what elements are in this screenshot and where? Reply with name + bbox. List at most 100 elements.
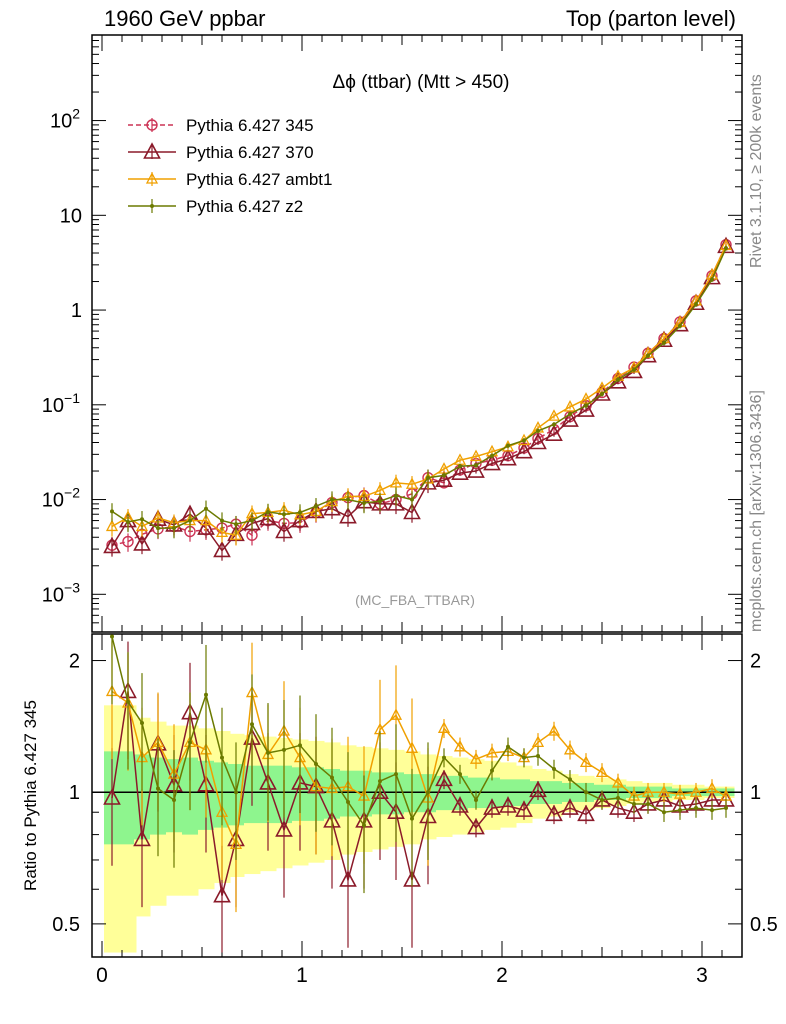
ratio-frame [91,633,743,958]
data-point [662,340,666,345]
data-point [188,518,192,523]
data-point [517,433,531,446]
data-point [298,510,302,515]
ratio-point [314,762,318,767]
ratio-point [646,801,650,806]
ratio-point [172,797,176,802]
data-point [126,519,130,524]
ratio-point [234,790,238,795]
data-point [545,424,563,441]
data-point [632,367,636,372]
ratio-point [474,797,478,802]
ratio-point [483,798,501,815]
data-point [501,439,515,452]
y-tick-label: 10−2 [42,485,80,512]
ratio-point [536,754,540,759]
ratio-point [657,785,671,797]
data-point [506,443,510,448]
ratio-point [451,796,469,813]
data-point [362,500,366,505]
data-point [483,453,501,471]
ratio-stat-band [120,751,137,845]
ratio-y-axis-label: Ratio to Pythia 6.427 345 [21,700,40,891]
ratio-point [552,766,556,771]
data-point [536,428,540,433]
ratio-point [213,885,231,903]
series-line-2 [111,245,727,537]
ratio-point [531,735,545,748]
rivet-version-label: Rivet 3.1.10, ≥ 200k events [748,74,765,268]
data-point [458,464,462,469]
data-point [259,508,277,526]
ratio-point [563,742,577,755]
ratio-point [577,804,595,822]
data-point [156,526,160,531]
data-point [552,422,556,427]
y-tick-label: 1 [71,300,82,322]
data-point [105,519,119,532]
data-point [547,409,561,421]
ratio-point [568,777,572,782]
data-point [616,377,620,382]
ratio-point [405,741,419,753]
ratio-point [724,806,728,811]
ratio-point [673,787,687,799]
ratio-line-2 [111,636,727,827]
ratio-point [529,780,547,798]
ratio-line-0 [111,691,726,896]
analysis-id-label: (MC_FBA_TTBAR) [355,592,475,608]
data-point [717,236,735,254]
data-point [678,323,682,328]
ratio-point [694,806,698,811]
data-point [378,499,382,504]
ratio-y-tick-label: 2 [69,651,80,673]
data-point [323,499,341,516]
ratio-point [156,786,160,791]
header-right: Top (parton level) [566,6,736,31]
data-point [215,525,229,538]
ratio-point [485,745,499,758]
ratio-stat-band [436,775,453,811]
ratio-point [394,772,398,777]
data-point [499,448,517,466]
ratio-point [632,801,636,806]
data-point [410,497,414,502]
ratio-y-tick-label: 0.5 [52,914,80,936]
ratio-point [609,798,627,815]
data-point [600,392,604,397]
data-point [426,475,430,480]
data-point [474,463,478,468]
data-point [213,540,231,558]
ratio-point [499,796,517,813]
plot-title: Δϕ (ttbar) (Mtt > 450) [333,72,510,93]
mcplots-label: mcplots.cern.ch [arXiv:1306.3436] [748,390,765,632]
ratio-point [506,744,510,749]
series-line-3 [111,247,727,529]
data-point [133,534,151,551]
ratio-point [378,779,382,784]
data-point [282,512,286,517]
data-point [515,441,533,459]
ratio-point [346,799,350,804]
ratio-line-1 [111,690,727,848]
ratio-point [579,755,593,768]
ratio-point [545,804,563,822]
ratio-point [339,870,357,887]
data-point [563,400,577,412]
ratio-point [547,724,561,736]
data-point [467,461,485,478]
ratio-point [678,808,682,813]
data-point [135,519,149,532]
data-point [405,477,419,489]
legend-marker [150,204,154,208]
ratio-point [133,829,151,847]
header-left: 1960 GeV ppbar [104,6,266,31]
series-line-1 [111,246,727,552]
ratio-y-tick-label: 1 [69,782,80,804]
data-point [250,518,254,523]
ratio-y-tick-label-right: 1 [750,782,761,804]
legend-label: Pythia 6.427 ambt1 [186,170,332,189]
ratio-point [515,800,533,817]
legend-label: Pythia 6.427 370 [186,143,314,162]
ratio-point [467,817,485,835]
